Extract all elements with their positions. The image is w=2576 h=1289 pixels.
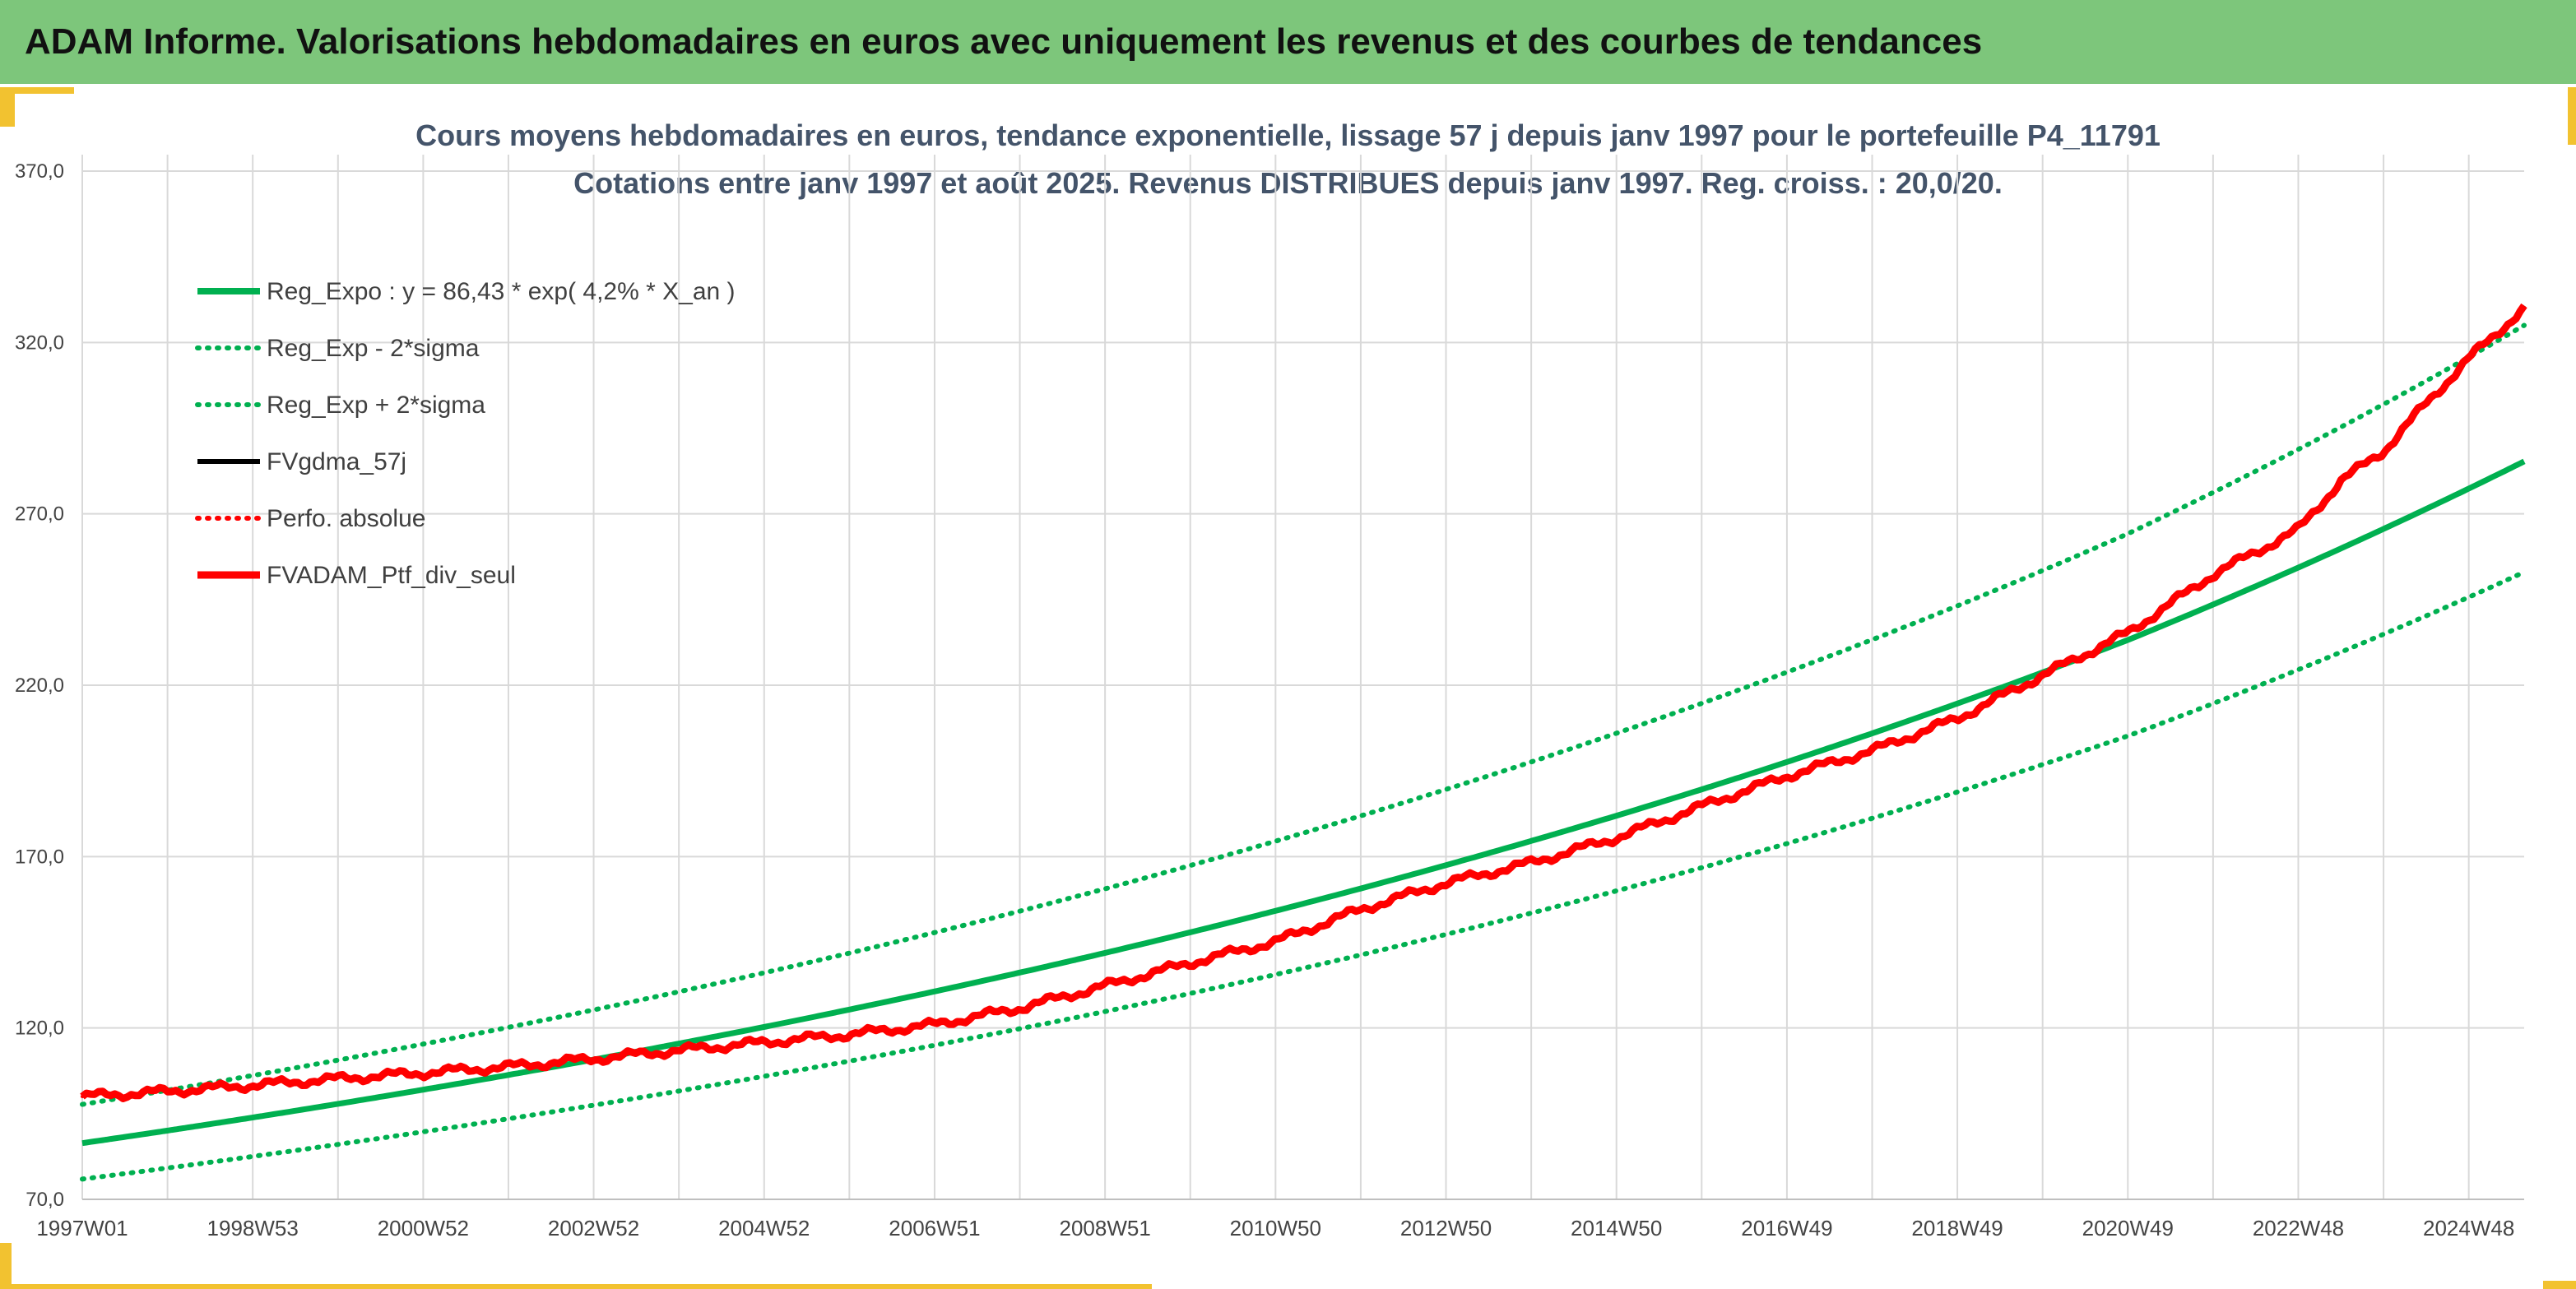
grid-layer <box>81 155 2524 1200</box>
x-tick-label: 2020W49 <box>2082 1216 2174 1240</box>
frame-accent <box>0 87 15 127</box>
x-tick-label: 2024W48 <box>2423 1216 2514 1240</box>
x-tick-label: 2002W52 <box>548 1216 639 1240</box>
legend-label: FVADAM_Ptf_div_seul <box>267 562 516 589</box>
x-tick-label: 2014W50 <box>1571 1216 1662 1240</box>
header-band: ADAM Informe. Valorisations hebdomadaire… <box>0 0 2576 84</box>
y-tick-label: 320,0 <box>15 332 64 354</box>
series-line-2 <box>80 322 2527 1107</box>
series-line-0 <box>81 458 2526 1147</box>
x-tick-label: 2004W52 <box>718 1216 810 1240</box>
series-line-1 <box>80 569 2527 1182</box>
chart-title-line-1: Cours moyens hebdomadaires en euros, ten… <box>415 118 2161 152</box>
frame-accent <box>2543 1281 2576 1289</box>
x-tick-label: 2006W51 <box>889 1216 980 1240</box>
x-tick-label: 2000W52 <box>378 1216 469 1240</box>
y-tick-label: 370,0 <box>15 160 64 183</box>
x-tick-label: 2016W49 <box>1741 1216 1832 1240</box>
series-line-3 <box>81 304 2527 1101</box>
y-tick-label: 120,0 <box>15 1018 64 1040</box>
legend: Reg_Expo : y = 86,43 * exp( 4,2% * X_an … <box>195 278 736 589</box>
series-line-5 <box>80 303 2527 1102</box>
page-title: ADAM Informe. Valorisations hebdomadaire… <box>25 21 1983 62</box>
legend-label: Reg_Exp - 2*sigma <box>267 335 480 362</box>
axis-layer: 70,0 120,0 170,0 220,0 270,0 320,0 370,0 1997W0… <box>15 160 2524 1240</box>
series-line-4 <box>81 304 2526 1101</box>
y-tick-label: 270,0 <box>15 503 64 526</box>
series-layer <box>80 303 2527 1182</box>
legend-label: FVgdma_57j <box>267 448 406 475</box>
frame-accent <box>0 1284 1152 1289</box>
x-tick-label: 2012W50 <box>1400 1216 1492 1240</box>
x-tick-label: 2018W49 <box>1911 1216 2003 1240</box>
chart-title: Cours moyens hebdomadaires en euros, ten… <box>0 112 2576 207</box>
y-tick-label: 70,0 <box>26 1189 64 1211</box>
x-tick-label: 1998W53 <box>207 1216 299 1240</box>
y-tick-label: 170,0 <box>15 846 64 868</box>
x-tick-label: 2010W50 <box>1230 1216 1321 1240</box>
legend-label: Reg_Exp + 2*sigma <box>267 392 485 419</box>
frame-accent <box>0 1243 12 1289</box>
legend-label: Perfo. absolue <box>267 505 425 532</box>
legend-label: Reg_Expo : y = 86,43 * exp( 4,2% * X_an … <box>267 278 736 305</box>
frame-top <box>0 84 2576 90</box>
frame-accent <box>2568 87 2576 145</box>
frame-accent <box>0 87 74 94</box>
x-tick-label: 1997W01 <box>36 1216 128 1240</box>
y-tick-label: 220,0 <box>15 675 64 697</box>
x-tick-label: 2008W51 <box>1059 1216 1150 1240</box>
x-tick-label: 2022W48 <box>2253 1216 2344 1240</box>
